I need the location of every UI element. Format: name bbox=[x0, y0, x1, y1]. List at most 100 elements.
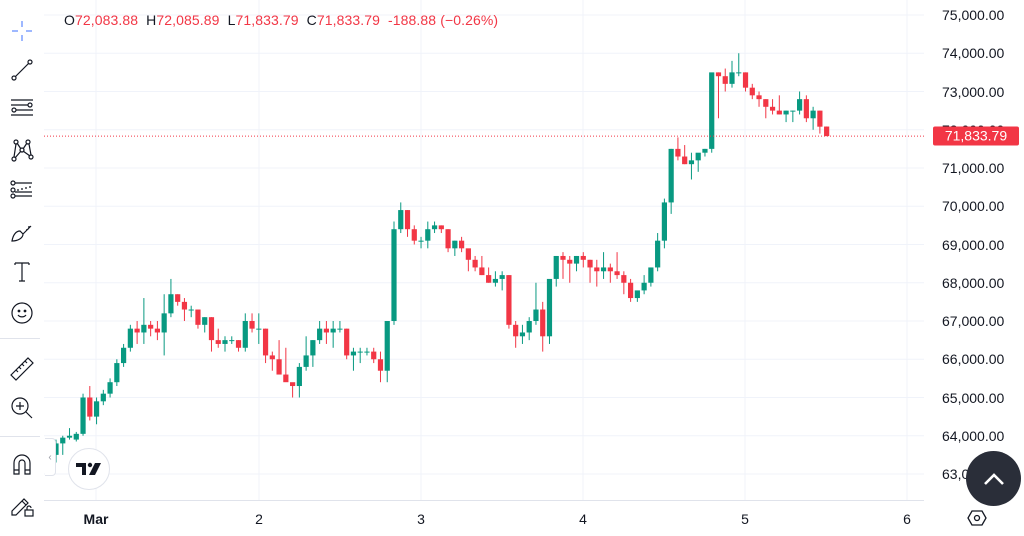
candle-body bbox=[66, 435, 73, 438]
candle-body bbox=[499, 275, 505, 279]
candle-body bbox=[290, 382, 296, 387]
candle-body bbox=[790, 110, 796, 112]
candle-body bbox=[276, 359, 282, 375]
ruler-tool-button[interactable] bbox=[4, 351, 40, 387]
candle-body bbox=[431, 225, 438, 230]
candle-body bbox=[587, 259, 593, 268]
time-tick-label: Mar bbox=[83, 511, 109, 527]
ruler-icon bbox=[10, 357, 34, 381]
candle-body bbox=[722, 76, 728, 84]
candle-body bbox=[121, 347, 127, 364]
fib-tool-button[interactable] bbox=[4, 90, 40, 126]
candle-body bbox=[621, 275, 627, 283]
chevron-left-icon: ‹ bbox=[48, 451, 52, 463]
trend-line-icon bbox=[11, 59, 33, 81]
crosshair-icon bbox=[12, 21, 32, 41]
candle-body bbox=[628, 282, 634, 299]
time-tick-label: 2 bbox=[255, 511, 263, 527]
candle-body bbox=[175, 294, 181, 302]
candle-body bbox=[810, 110, 816, 119]
candle-body bbox=[688, 160, 695, 165]
candle-body bbox=[323, 328, 329, 333]
close-key: C bbox=[306, 12, 317, 28]
candle-body bbox=[127, 328, 133, 348]
candle-body bbox=[262, 328, 269, 356]
drawing-toolbar bbox=[0, 0, 44, 535]
candlestick-chart[interactable] bbox=[44, 0, 924, 500]
candle-body bbox=[797, 99, 803, 111]
candle-body bbox=[492, 278, 498, 283]
change-value: -188.88 (−0.26%) bbox=[388, 12, 499, 28]
candle-body bbox=[546, 278, 553, 337]
forecast-icon bbox=[10, 180, 32, 199]
candle-body bbox=[222, 340, 228, 344]
candle-body bbox=[235, 340, 242, 348]
candle-body bbox=[600, 267, 607, 272]
candle-body bbox=[438, 225, 444, 230]
candle-body bbox=[553, 255, 559, 279]
candle-body bbox=[479, 267, 485, 276]
zoom-tool-button[interactable] bbox=[4, 390, 40, 426]
candle-body bbox=[675, 148, 681, 157]
candle-body bbox=[817, 110, 823, 127]
collapse-toolbar-button[interactable]: ‹ bbox=[45, 438, 56, 476]
candle-body bbox=[425, 229, 431, 241]
forecast-tool-button[interactable] bbox=[4, 172, 40, 208]
text-tool-button[interactable] bbox=[4, 254, 40, 290]
candle-body bbox=[641, 282, 647, 291]
candle-body bbox=[269, 355, 275, 360]
candle-body bbox=[188, 309, 194, 311]
magnet-tool-button[interactable] bbox=[4, 446, 40, 482]
brush-icon bbox=[11, 225, 32, 242]
pattern-tool-button[interactable] bbox=[4, 132, 40, 168]
candle-body bbox=[614, 271, 620, 276]
fib-retracement-icon bbox=[11, 99, 33, 116]
settings-hexagon-icon bbox=[967, 510, 987, 526]
price-axis[interactable]: 75,000.0074,000.0073,000.0072,000.0071,0… bbox=[924, 0, 1024, 500]
candle-body bbox=[371, 351, 377, 360]
chart-settings-button[interactable] bbox=[965, 508, 989, 528]
scroll-to-top-button[interactable] bbox=[966, 451, 1021, 506]
candle-body bbox=[486, 275, 492, 283]
candle-body bbox=[580, 255, 586, 260]
candle-body bbox=[256, 328, 262, 330]
candle-body bbox=[357, 351, 363, 353]
candle-body bbox=[317, 328, 323, 341]
candle-body bbox=[215, 340, 221, 344]
candle-body bbox=[303, 355, 309, 367]
low-key: L bbox=[227, 12, 236, 28]
candle-body bbox=[573, 255, 580, 264]
text-icon bbox=[14, 262, 30, 282]
candle-body bbox=[80, 397, 86, 434]
price-tick-label: 73,000.00 bbox=[942, 83, 1005, 100]
candle-body bbox=[560, 255, 566, 260]
candle-body bbox=[310, 340, 316, 356]
crosshair-tool-button[interactable] bbox=[4, 13, 40, 49]
time-axis[interactable]: Mar 2 3 4 5 6 bbox=[44, 500, 924, 536]
price-tick-label: 67,000.00 bbox=[942, 313, 1005, 329]
emoji-tool-button[interactable] bbox=[4, 295, 40, 331]
lock-drawings-button[interactable] bbox=[4, 487, 40, 523]
candle-body bbox=[452, 240, 458, 249]
candle-body bbox=[506, 275, 512, 325]
open-key: O bbox=[64, 12, 75, 28]
chevron-up-icon bbox=[983, 472, 1004, 485]
candle-body bbox=[168, 294, 174, 314]
candle-body bbox=[594, 267, 600, 272]
trend-line-tool-button[interactable] bbox=[4, 52, 40, 88]
candle-body bbox=[195, 309, 201, 325]
candle-body bbox=[208, 317, 215, 341]
tradingview-logo-icon bbox=[76, 462, 101, 475]
tradingview-logo[interactable] bbox=[68, 448, 110, 490]
candle-body bbox=[404, 210, 411, 230]
candle-body bbox=[459, 240, 465, 249]
candle-body bbox=[567, 259, 573, 264]
price-tick-label: 64,000.00 bbox=[942, 427, 1005, 444]
brush-tool-button[interactable] bbox=[4, 214, 40, 250]
candle-body bbox=[756, 95, 762, 100]
candle-body bbox=[824, 126, 830, 137]
candle-body bbox=[655, 240, 661, 268]
toolbar-divider bbox=[0, 436, 40, 437]
emoji-icon bbox=[11, 302, 33, 324]
price-tick-label: 74,000.00 bbox=[942, 45, 1005, 62]
